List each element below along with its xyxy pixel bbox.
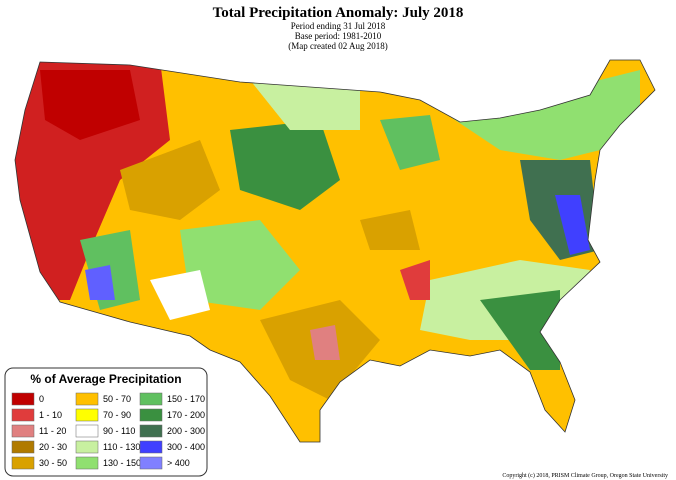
legend-swatch [75,392,99,406]
legend-label: 11 - 20 [39,426,66,436]
legend-label: 1 - 10 [39,410,62,420]
legend-label: 90 - 110 [103,426,135,436]
legend-swatch [11,408,35,422]
legend-label: 150 - 170 [167,394,205,404]
legend-swatch [139,408,163,422]
legend-swatch [11,456,35,470]
legend-label: 70 - 90 [103,410,131,420]
legend-label: 300 - 400 [167,442,205,452]
legend-label: 130 - 150 [103,458,141,468]
subtitle: Base period: 1981-2010 [295,31,382,41]
legend-swatch [75,408,99,422]
legend-title: % of Average Precipitation [30,372,181,386]
legend-label: 30 - 50 [39,458,67,468]
legend-label: > 400 [167,458,190,468]
legend-swatch [75,424,99,438]
legend-swatch [11,424,35,438]
legend-swatch [139,424,163,438]
legend-label: 20 - 30 [39,442,67,452]
legend-swatch [11,392,35,406]
legend-label: 170 - 200 [167,410,205,420]
legend-swatch [139,440,163,454]
legend: 0 1 - 10 11 - 20 20 - 30 30 - 50 50 - 70 70 - … [11,392,205,470]
legend-label: 50 - 70 [103,394,131,404]
copyright: Copyright (c) 2018, PRISM Climate Group,… [502,472,668,479]
subtitle: Period ending 31 Jul 2018 [291,21,386,31]
title: Total Precipitation Anomaly: July 2018 [213,5,464,21]
legend-label: 200 - 300 [167,426,205,436]
legend-swatch [75,440,99,454]
legend-swatch [11,440,35,454]
legend-swatch [139,456,163,470]
legend-swatch [75,456,99,470]
subtitle: (Map created 02 Aug 2018) [288,41,387,51]
us-outline [14,59,656,443]
legend-swatch [139,392,163,406]
legend-label: 0 [39,394,44,404]
legend-label: 110 - 130 [103,442,140,452]
